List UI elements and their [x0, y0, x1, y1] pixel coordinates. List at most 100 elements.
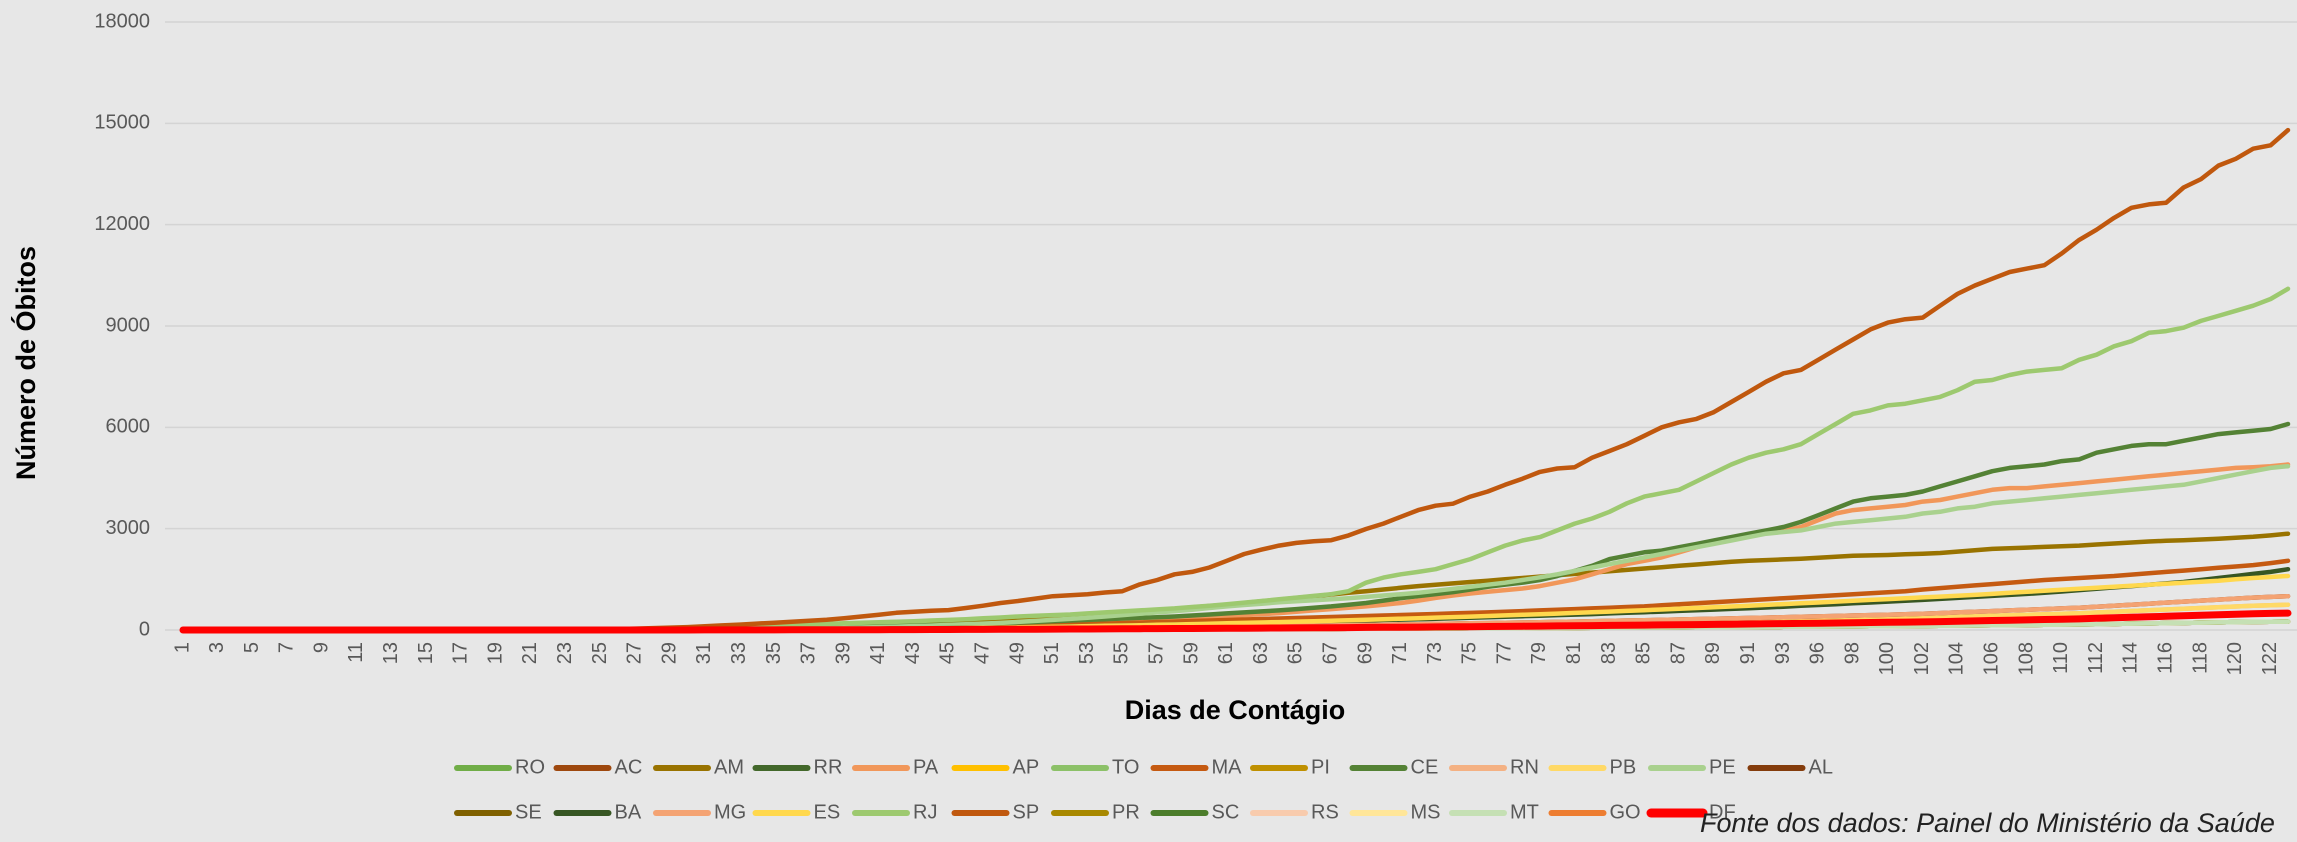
- x-tick-label: 15: [415, 642, 437, 664]
- legend-label: AP: [1013, 756, 1040, 778]
- legend-label: TO: [1112, 756, 1139, 778]
- x-tick-label: 25: [589, 642, 611, 664]
- legend-label: SC: [1212, 801, 1240, 823]
- x-tick-label: 61: [1215, 642, 1237, 664]
- x-tick-label: 120: [2224, 642, 2246, 675]
- x-tick-label: 51: [1041, 642, 1063, 664]
- legend-label: PB: [1610, 756, 1637, 778]
- x-tick-label: 31: [693, 642, 715, 664]
- legend-label: AL: [1809, 756, 1833, 778]
- x-tick-label: 85: [1633, 642, 1655, 664]
- y-tick-label: 6000: [106, 416, 151, 438]
- x-tick-label: 81: [1563, 642, 1585, 664]
- legend-label: PI: [1311, 756, 1330, 778]
- series-line: [179, 609, 2292, 634]
- x-tick-label: 71: [1389, 642, 1411, 664]
- x-tick-label: 37: [798, 642, 820, 664]
- legend-label: RO: [515, 756, 545, 778]
- legend-label: GO: [1610, 801, 1641, 823]
- x-tick-label: 3: [206, 642, 228, 653]
- legend-label: RN: [1510, 756, 1539, 778]
- x-tick-label: 110: [2050, 642, 2072, 674]
- x-tick-label: 17: [450, 642, 472, 664]
- x-tick-label: 45: [937, 642, 959, 664]
- x-tick-label: 89: [1702, 642, 1724, 664]
- y-axis-title: Número de Óbitos: [10, 246, 41, 480]
- source-note: Fonte dos dados: Painel do Ministério da…: [1700, 808, 2275, 838]
- x-tick-label: 47: [972, 642, 994, 664]
- x-tick-label: 33: [728, 642, 750, 664]
- x-tick-label: 69: [1354, 642, 1376, 664]
- x-tick-label: 43: [902, 642, 924, 664]
- legend-label: PR: [1112, 801, 1140, 823]
- x-tick-label: 65: [1285, 642, 1307, 664]
- legend-label: MG: [714, 801, 746, 823]
- y-tick-label: 9000: [106, 314, 151, 336]
- x-tick-label: 75: [1459, 642, 1481, 664]
- y-tick-label: 18000: [94, 10, 150, 32]
- x-tick-label: 39: [832, 642, 854, 664]
- x-tick-label: 23: [554, 642, 576, 664]
- legend-label: RS: [1311, 801, 1339, 823]
- x-tick-label: 1: [171, 642, 193, 653]
- y-tick-label: 3000: [106, 517, 151, 539]
- legend-label: MA: [1212, 756, 1243, 778]
- legend-label: MS: [1411, 801, 1441, 823]
- legend-label: RR: [814, 756, 843, 778]
- x-tick-label: 21: [519, 642, 541, 664]
- x-tick-label: 93: [1772, 642, 1794, 664]
- x-tick-label: 41: [867, 642, 889, 664]
- x-tick-label: 79: [1528, 642, 1550, 664]
- legend-label: AC: [615, 756, 643, 778]
- x-tick-label: 122: [2259, 642, 2281, 675]
- x-tick-label: 49: [1006, 642, 1028, 664]
- x-tick-label: 116: [2155, 642, 2177, 674]
- x-tick-label: 114: [2120, 642, 2142, 674]
- x-tick-label: 11: [345, 642, 367, 663]
- x-tick-label: 13: [380, 642, 402, 664]
- y-tick-label: 12000: [94, 213, 150, 235]
- legend-label: SP: [1013, 801, 1040, 823]
- x-tick-label: 102: [1911, 642, 1933, 675]
- legend-label: SE: [515, 801, 542, 823]
- x-tick-label: 59: [1180, 642, 1202, 664]
- x-tick-label: 106: [1981, 642, 2003, 675]
- x-tick-label: 27: [624, 642, 646, 664]
- x-tick-label: 57: [1145, 642, 1167, 664]
- x-tick-label: 63: [1250, 642, 1272, 664]
- legend-label: MT: [1510, 801, 1539, 823]
- x-tick-label: 96: [1807, 642, 1829, 664]
- y-tick-label: 0: [139, 618, 150, 640]
- x-tick-label: 98: [1841, 642, 1863, 664]
- y-tick-label: 15000: [94, 112, 150, 134]
- x-tick-label: 87: [1667, 642, 1689, 664]
- x-tick-label: 118: [2189, 642, 2211, 674]
- x-tick-label: 83: [1598, 642, 1620, 664]
- x-tick-label: 29: [658, 642, 680, 664]
- x-tick-label: 53: [1076, 642, 1098, 664]
- legend-label: BA: [615, 801, 642, 823]
- x-tick-label: 67: [1319, 642, 1341, 664]
- x-tick-label: 9: [310, 642, 332, 653]
- x-tick-label: 73: [1424, 642, 1446, 664]
- legend-label: ES: [814, 801, 841, 823]
- x-tick-label: 55: [1111, 642, 1133, 664]
- x-tick-label: 104: [1946, 642, 1968, 675]
- legend-label: AM: [714, 756, 744, 778]
- x-tick-label: 100: [1876, 642, 1898, 675]
- legend-label: PA: [913, 756, 939, 778]
- x-tick-label: 77: [1493, 642, 1515, 664]
- x-tick-label: 5: [241, 642, 263, 653]
- x-tick-label: 19: [484, 642, 506, 664]
- legend-label: PE: [1709, 756, 1736, 778]
- x-axis-title: Dias de Contágio: [1125, 695, 1346, 725]
- x-tick-label: 112: [2085, 642, 2107, 674]
- legend-label: CE: [1411, 756, 1439, 778]
- legend-label: DF: [1709, 801, 1736, 823]
- x-tick-label: 108: [2015, 642, 2037, 675]
- legend-label: RJ: [913, 801, 937, 823]
- x-tick-label: 7: [276, 642, 298, 653]
- x-tick-label: 35: [763, 642, 785, 664]
